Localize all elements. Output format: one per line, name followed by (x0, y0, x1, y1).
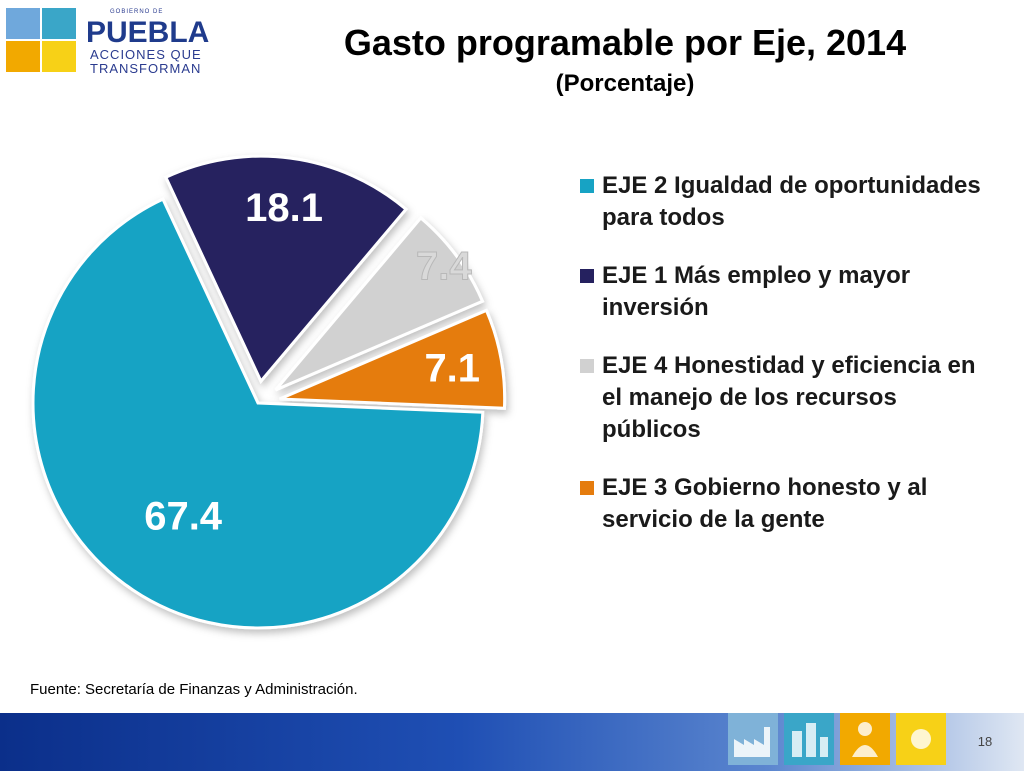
logo-square-blue (6, 8, 40, 39)
city-icon (784, 713, 834, 765)
logo-tagline-2: TRANSFORMAN (90, 61, 202, 76)
logo-squares (6, 8, 78, 74)
puebla-logo: GOBIERNO DE PUEBLA ACCIONES QUE TRANSFOR… (6, 6, 221, 76)
page-number: 18 (977, 734, 993, 749)
chart-subtitle: (Porcentaje) (555, 70, 695, 97)
pie-slice (163, 154, 409, 384)
legend-swatch (580, 359, 594, 373)
legend: EJE 2 Igualdad de oportunidades para tod… (580, 170, 1000, 562)
pie-slice (279, 308, 507, 410)
legend-label: EJE 1 Más empleo y mayor inversión (602, 262, 911, 321)
legend-item: EJE 2 Igualdad de oportunidades para tod… (580, 170, 1000, 234)
legend-swatch (580, 481, 594, 495)
pie-slice (31, 197, 485, 630)
pie-value-label: 7.1 (424, 346, 480, 390)
legend-item: EJE 1 Más empleo y mayor inversión (580, 260, 1000, 324)
footer-icons (728, 713, 948, 765)
pie-value-label: 67.4 (144, 494, 223, 538)
logo-square-teal (42, 8, 76, 39)
logo-tagline-1: ACCIONES QUE (90, 47, 202, 62)
sun-icon (896, 713, 946, 765)
legend-swatch (580, 269, 594, 283)
pie-value-label: 7.4 (416, 244, 472, 288)
legend-swatch (580, 179, 594, 193)
legend-item: EJE 4 Honestidad y eficiencia en el mane… (580, 350, 1000, 446)
logo-square-yellow (42, 41, 76, 72)
pie-chart: 18.1 7.4 7.1 67.4 (31, 154, 507, 630)
legend-label: EJE 4 Honestidad y eficiencia en el mane… (602, 352, 976, 443)
chart-title: Gasto programable por Eje, 2014 (343, 22, 907, 63)
factory-icon (728, 713, 778, 765)
pie-slice (274, 215, 485, 392)
people-icon (840, 713, 890, 765)
logo-gov-text: GOBIERNO DE (110, 9, 164, 15)
legend-item: EJE 3 Gobierno honesto y al servicio de … (580, 472, 1000, 536)
logo-square-orange (6, 41, 40, 72)
pie-value-label: 18.1 (245, 186, 323, 230)
legend-label: EJE 2 Igualdad de oportunidades para tod… (602, 172, 981, 231)
legend-label: EJE 3 Gobierno honesto y al servicio de … (602, 474, 928, 533)
source-note: Fuente: Secretaría de Finanzas y Adminis… (30, 681, 358, 698)
logo-name: PUEBLA (86, 16, 210, 49)
